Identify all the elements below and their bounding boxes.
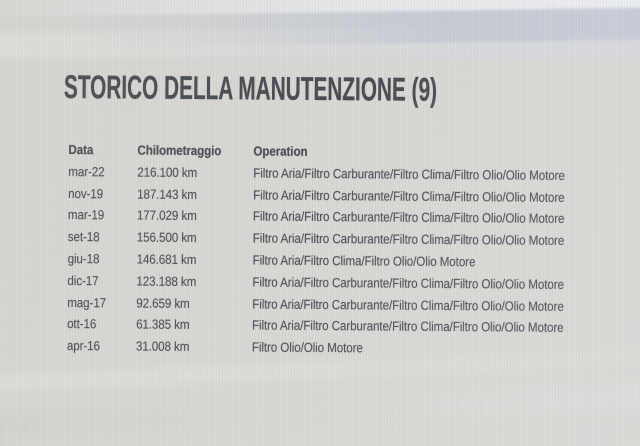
table-row: apr-16 31.008 km Filtro Olio/Olio Motore [67,335,627,361]
date-cell: set-18 [67,229,100,245]
operation-cell: Filtro Aria/Filtro Carburante/Filtro Cli… [252,296,564,314]
operation-cell: Filtro Aria/Filtro Carburante/Filtro Cli… [252,230,565,249]
date-cell: dic-17 [67,272,99,289]
mileage-cell: 146.681 km [136,251,197,268]
operation-cell: Filtro Aria/Filtro Carburante/Filtro Cli… [253,165,565,183]
mileage-cell: 156.500 km [136,229,197,246]
mileage-cell: 31.008 km [135,338,190,355]
mileage-cell: 92.659 km [136,295,190,311]
mileage-cell: 123.188 km [136,273,197,289]
mileage-cell: 177.029 km [136,207,197,224]
date-cell: mar-19 [67,207,105,223]
operation-cell: Filtro Aria/Filtro Carburante/Filtro Cli… [252,208,565,227]
date-cell: apr-16 [66,338,101,354]
mileage-cell: 216.100 km [137,164,198,180]
column-header-date: Data [68,142,94,158]
column-header-mileage: Chilometraggio [137,142,222,159]
maintenance-history-table: Data Chilometraggio Operation mar-22 216… [67,139,629,361]
operation-cell: Filtro Aria/Filtro Carburante/Filtro Cli… [253,187,565,205]
operation-cell: Filtro Aria/Filtro Clima/Filtro Olio/Oli… [252,252,476,270]
date-cell: mar-22 [68,163,105,180]
date-cell: nov-19 [68,185,104,201]
date-cell: mag-17 [67,294,107,310]
page-title: STORICO DELLA MANUTENZIONE (9) [63,67,438,108]
date-cell: ott-16 [67,316,97,332]
operation-cell: Filtro Aria/Filtro Carburante/Filtro Cli… [252,317,564,336]
operation-cell: Filtro Aria/Filtro Carburante/Filtro Cli… [252,274,564,292]
column-header-operation: Operation [253,143,308,159]
operation-cell: Filtro Olio/Olio Motore [251,339,363,356]
mileage-cell: 187.143 km [137,186,197,202]
mileage-cell: 61.385 km [136,316,190,333]
date-cell: giu-18 [67,251,100,267]
